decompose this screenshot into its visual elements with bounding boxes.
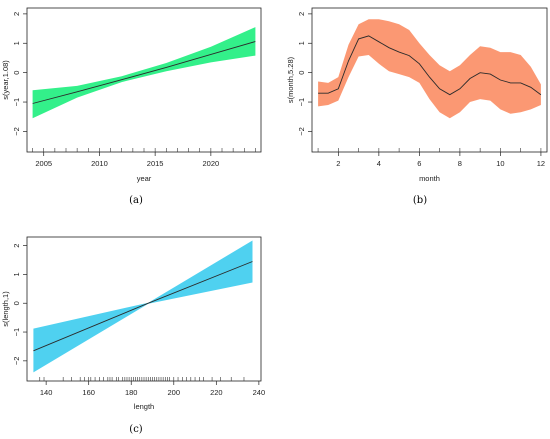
y-tick-label: 0 bbox=[12, 301, 21, 305]
panel-label: (b) bbox=[413, 195, 427, 206]
y-tick-label: 2 bbox=[12, 244, 21, 248]
y-axis-label: s(year,1.08) bbox=[1, 60, 10, 100]
chart-panel: 2005 2010 2015 2020 −2 −1 0 1 2 year s(year,1.08) (… bbox=[1, 7, 262, 206]
confidence-band bbox=[32, 27, 256, 119]
y-tick-label: 1 bbox=[12, 41, 21, 45]
plot-frame bbox=[26, 7, 262, 153]
y-tick-label: −2 bbox=[297, 127, 306, 136]
x-tick-label: 2015 bbox=[147, 159, 164, 168]
x-tick-label: 2 bbox=[336, 159, 340, 168]
y-tick-label: 1 bbox=[12, 272, 21, 276]
plot-frame bbox=[311, 7, 548, 153]
y-tick-label: 0 bbox=[297, 71, 306, 75]
x-tick-label: 220 bbox=[210, 388, 223, 397]
confidence-band bbox=[318, 19, 541, 119]
y-tick-label: −1 bbox=[12, 98, 21, 107]
y-tick-label: −1 bbox=[297, 98, 306, 107]
x-tick-label: 200 bbox=[168, 388, 181, 397]
x-tick-label: 6 bbox=[417, 159, 421, 168]
x-axis-label: year bbox=[137, 174, 152, 183]
panel-label: (c) bbox=[129, 424, 143, 435]
y-tick-label: 2 bbox=[297, 12, 306, 16]
y-tick-label: −2 bbox=[12, 357, 21, 366]
x-tick-label: 240 bbox=[253, 388, 266, 397]
y-tick-label: 1 bbox=[297, 41, 306, 45]
confidence-band bbox=[33, 240, 253, 373]
y-tick-label: 0 bbox=[12, 71, 21, 75]
y-axis-label: s(length,1) bbox=[1, 291, 10, 327]
x-tick-label: 160 bbox=[82, 388, 95, 397]
panel-label: (a) bbox=[129, 195, 143, 206]
fit-line bbox=[33, 261, 253, 352]
x-axis-label: length bbox=[134, 402, 154, 411]
x-axis-label: month bbox=[419, 174, 440, 183]
x-tick-label: 2020 bbox=[203, 159, 220, 168]
fit-line bbox=[32, 41, 256, 104]
chart-panel: 140 160 180 200 220 240 −2 −1 0 1 2 length s(length,… bbox=[1, 236, 266, 435]
y-tick-label: 2 bbox=[12, 12, 21, 16]
x-tick-label: 2005 bbox=[35, 159, 52, 168]
x-tick-label: 4 bbox=[377, 159, 381, 168]
y-axis-label: s(month,5.28) bbox=[286, 56, 295, 103]
x-tick-label: 12 bbox=[537, 159, 545, 168]
fit-line bbox=[318, 35, 542, 96]
x-tick-label: 8 bbox=[458, 159, 462, 168]
x-tick-label: 180 bbox=[125, 388, 138, 397]
x-tick-label: 2010 bbox=[91, 159, 108, 168]
x-tick-label: 10 bbox=[496, 159, 504, 168]
x-tick-label: 140 bbox=[40, 388, 53, 397]
y-tick-label: −1 bbox=[12, 328, 21, 337]
y-tick-label: −2 bbox=[12, 127, 21, 136]
